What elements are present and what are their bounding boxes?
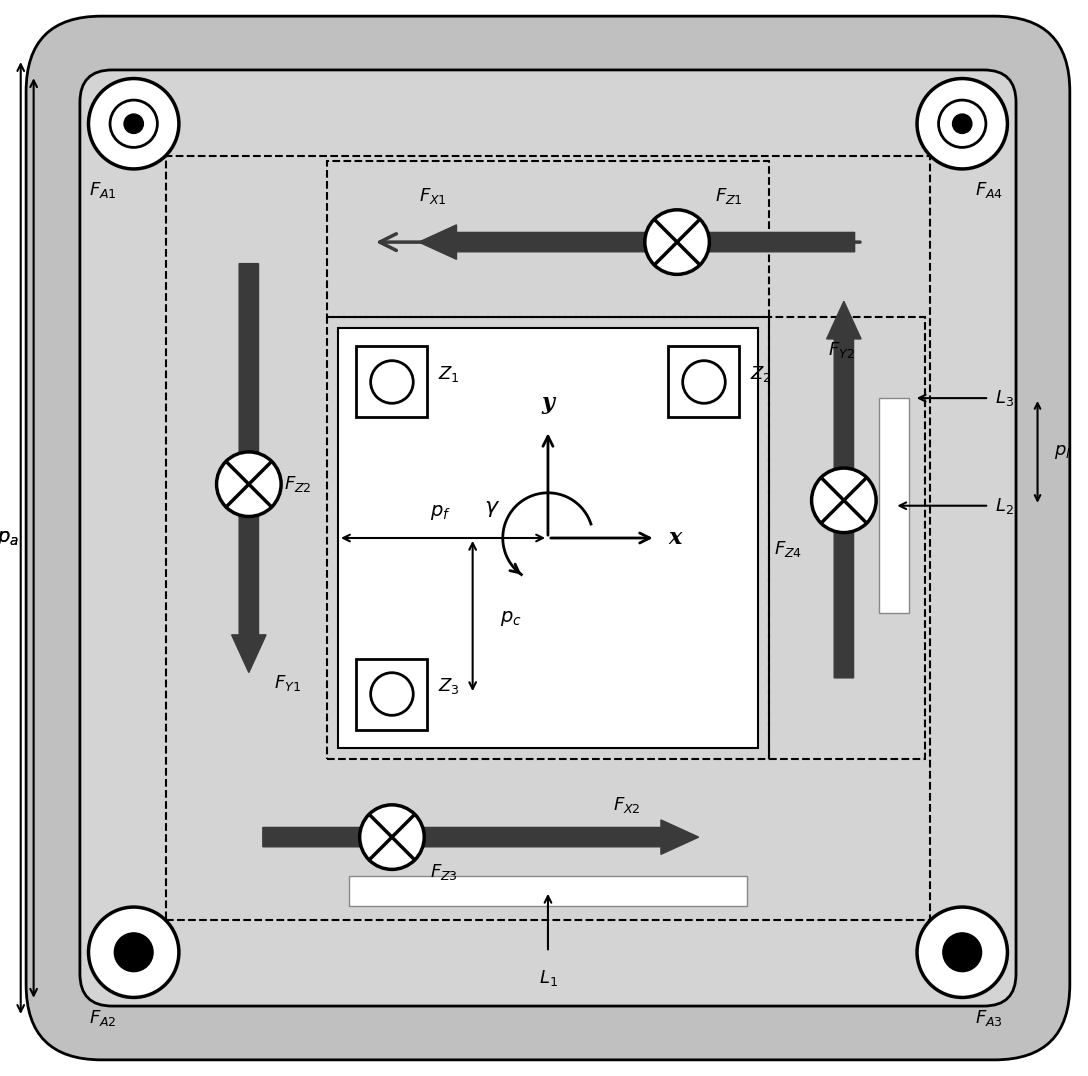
Circle shape [952,114,972,133]
Text: $p_a$: $p_a$ [0,528,18,548]
Text: $F_{X2}$: $F_{X2}$ [613,795,640,815]
Text: $L_3$: $L_3$ [994,388,1014,408]
Text: $F_{A4}$: $F_{A4}$ [975,180,1003,200]
Text: $F_{A1}$: $F_{A1}$ [88,180,116,200]
Text: $Z_3$: $Z_3$ [438,677,460,696]
Text: y: y [542,393,555,414]
Bar [879,398,910,613]
Text: $p_f$: $p_f$ [430,502,450,522]
Text: $F_{Y2}$: $F_{Y2}$ [828,340,854,359]
Text: $Z_1$: $Z_1$ [438,365,460,384]
Bar [668,346,740,417]
Circle shape [124,114,144,133]
FancyArrow shape [263,820,698,854]
Circle shape [943,933,981,972]
FancyArrow shape [232,264,267,672]
Text: $\gamma$: $\gamma$ [484,497,500,519]
Text: $F_{Z1}$: $F_{Z1}$ [715,186,743,206]
Bar [768,317,925,759]
Text: $Z_2$: $Z_2$ [751,365,771,384]
Circle shape [917,907,1007,997]
FancyArrow shape [419,225,854,259]
Bar [338,328,757,748]
Text: $p_c$: $p_c$ [499,609,521,628]
Circle shape [114,933,153,972]
Bar [357,659,428,730]
Circle shape [645,210,709,274]
Text: $F_{Z4}$: $F_{Z4}$ [774,539,802,558]
Text: $L_1$: $L_1$ [539,968,557,989]
Circle shape [360,805,424,869]
FancyBboxPatch shape [26,16,1070,1060]
Bar [327,317,768,759]
Text: $F_{A3}$: $F_{A3}$ [975,1008,1003,1029]
Circle shape [110,100,158,147]
Circle shape [88,79,178,169]
Circle shape [812,468,876,533]
Bar [349,876,747,906]
Circle shape [939,100,986,147]
Bar [166,156,930,920]
Text: $F_{Y1}$: $F_{Y1}$ [273,674,300,693]
Text: $p_a$: $p_a$ [0,528,18,548]
Text: $F_{A2}$: $F_{A2}$ [88,1008,116,1029]
Text: $F_{Z2}$: $F_{Z2}$ [284,475,312,494]
Bar [327,161,768,317]
Circle shape [917,79,1007,169]
Text: $F_{X1}$: $F_{X1}$ [419,186,447,206]
Circle shape [88,907,178,997]
Bar [357,346,428,417]
FancyBboxPatch shape [79,70,1016,1006]
Text: $L_2$: $L_2$ [994,496,1013,515]
FancyArrow shape [827,301,861,678]
Text: $p_l$: $p_l$ [1053,443,1071,461]
Text: x: x [668,527,682,549]
Text: $F_{Z3}$: $F_{Z3}$ [430,862,458,881]
Circle shape [217,452,281,516]
